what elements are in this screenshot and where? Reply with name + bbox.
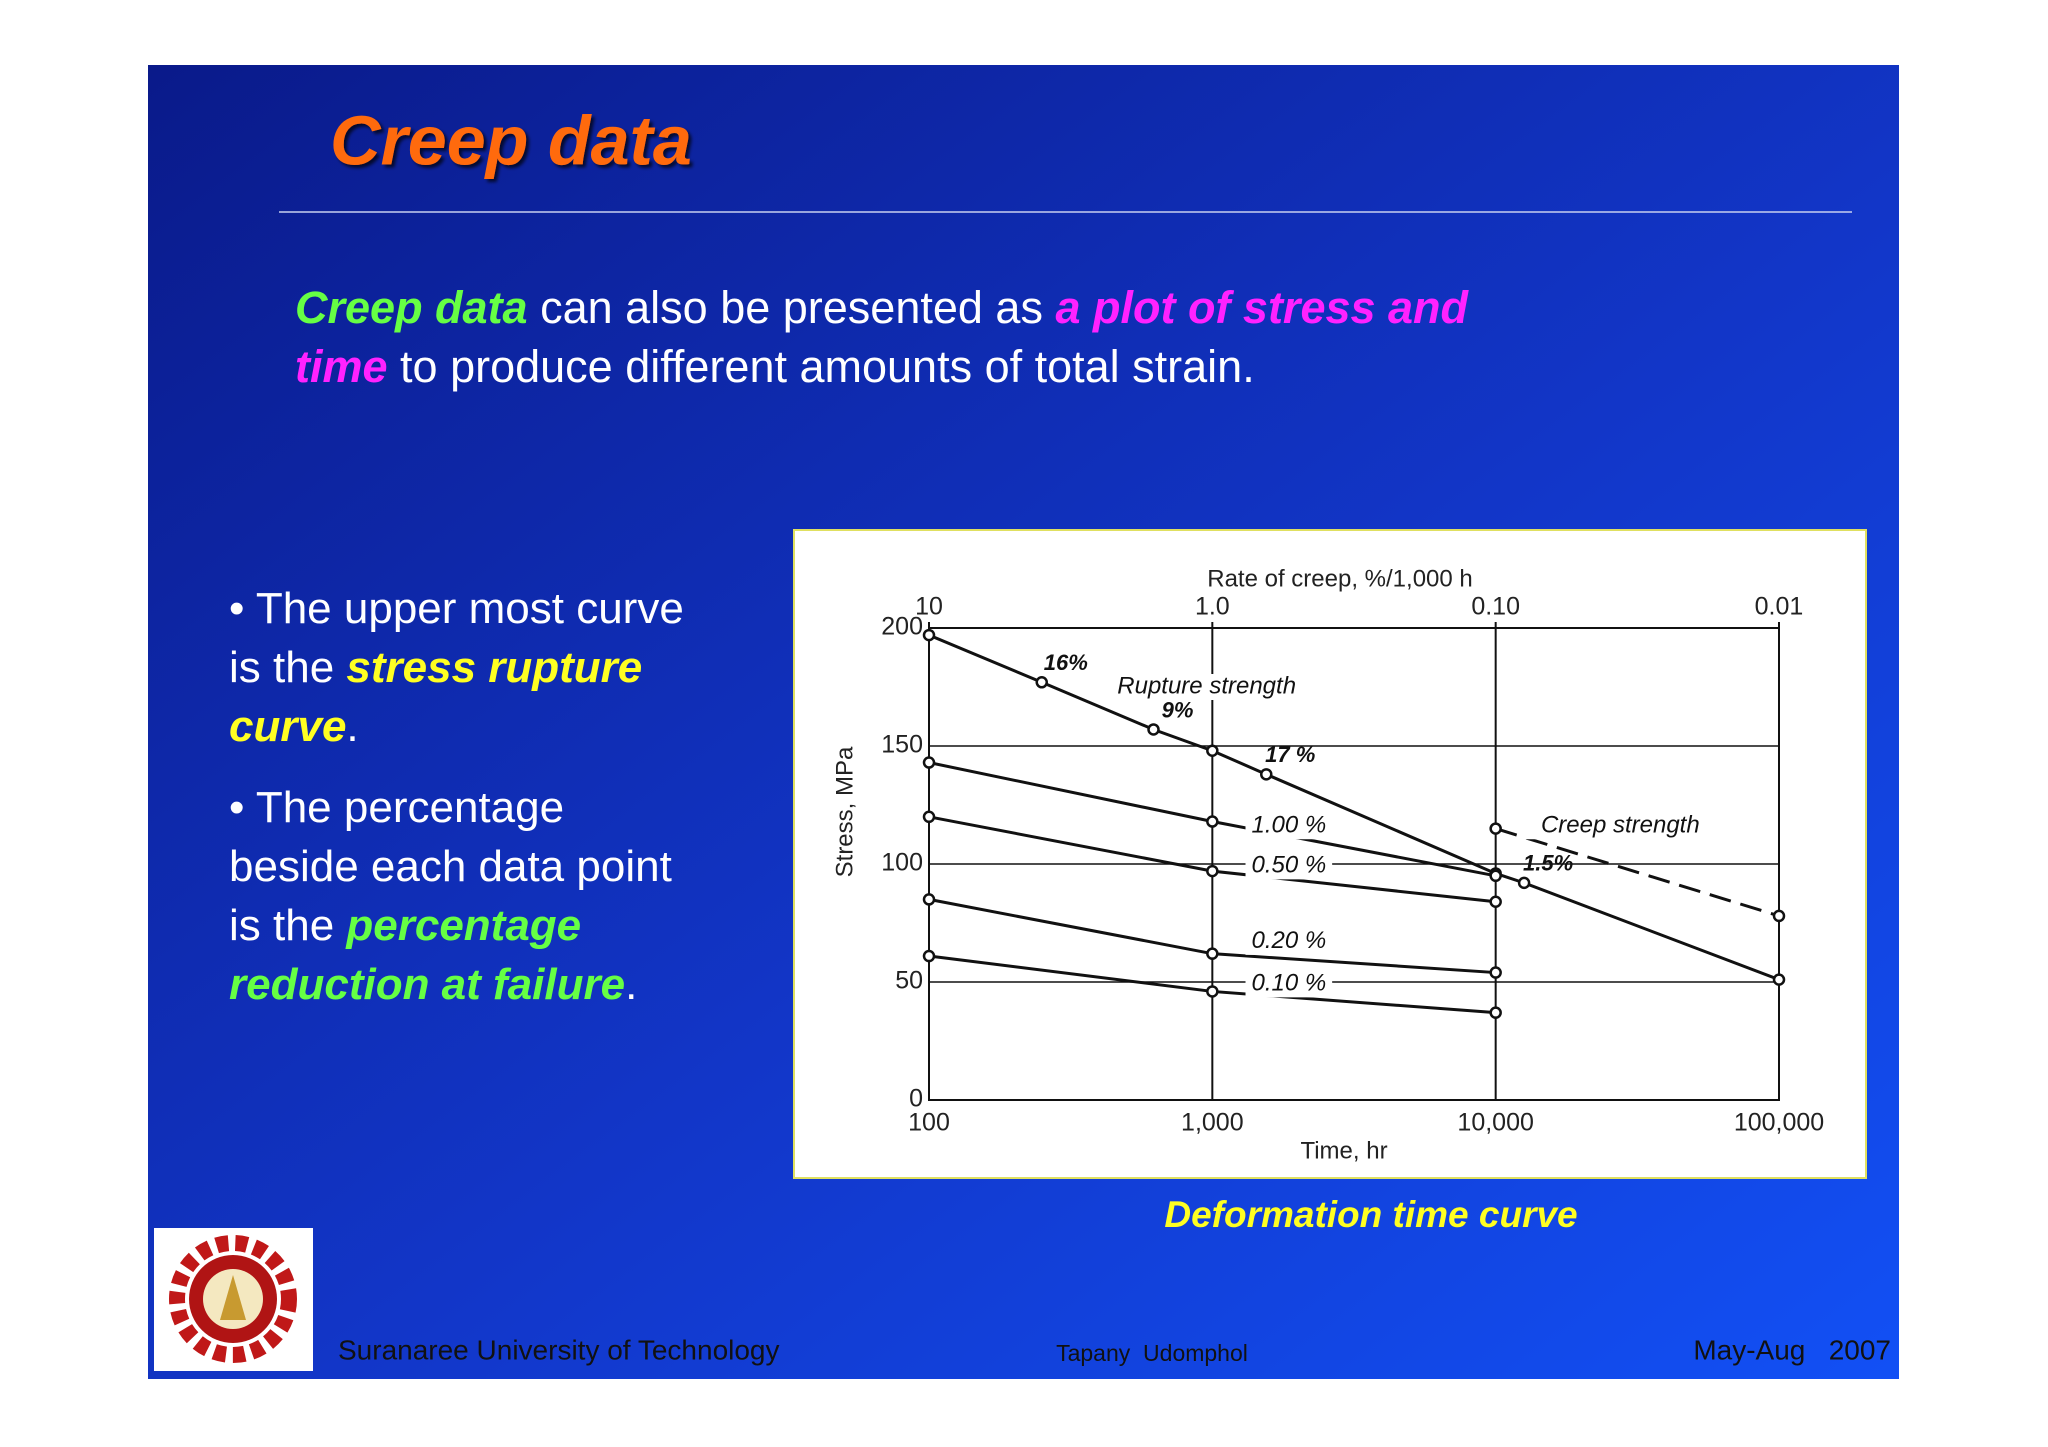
x2-axis-title: Rate of creep, %/1,000 h <box>1207 565 1473 592</box>
footer-institution: Suranaree University of Technology <box>338 1334 780 1365</box>
x-tick-label: 100,000 <box>1734 1109 1824 1137</box>
data-point <box>1489 1006 1502 1019</box>
series-label-bg <box>1523 813 1718 840</box>
x2-tick-label: 0.01 <box>1755 593 1804 621</box>
text-segment: Creep data <box>295 282 528 333</box>
text-line: is the stress rupture <box>229 643 642 692</box>
text-segment: curve <box>229 702 346 751</box>
y-tick-label: 150 <box>881 731 923 759</box>
footer-date: May-Aug 2007 <box>1693 1334 1891 1365</box>
logo-emblem <box>220 1275 246 1320</box>
text-segment: beside each data point <box>229 842 672 891</box>
text-line: Creep data can also be presented as a pl… <box>295 282 1470 333</box>
text-segment: • The upper most curve <box>229 584 684 633</box>
text-line: is the percentage <box>229 901 581 950</box>
data-point <box>1206 985 1219 998</box>
text-segment: stress rupture <box>346 643 642 692</box>
data-point <box>922 893 936 906</box>
series-line <box>1495 827 1780 918</box>
series-label-bg <box>1245 971 1333 998</box>
text-segment: time <box>295 341 388 392</box>
text-segment: a plot of stress and <box>1055 282 1469 333</box>
x-tick-label: 10,000 <box>1457 1109 1533 1137</box>
slide-title: Creep data <box>330 101 692 179</box>
text-segment: can also be presented as <box>528 282 1056 333</box>
data-point <box>1772 909 1786 923</box>
series-label-bg <box>1245 853 1333 880</box>
y-axis-title: Stress, MPa <box>831 746 858 877</box>
series-label: 0.10 % <box>1251 970 1326 997</box>
data-point <box>1035 676 1048 689</box>
logo <box>154 1228 313 1371</box>
point-label: 17 % <box>1265 742 1315 767</box>
data-point <box>1517 876 1531 890</box>
data-point <box>922 756 936 769</box>
data-point <box>1206 864 1219 878</box>
y-tick-label: 100 <box>881 849 923 877</box>
figure-caption: Deformation time curve <box>1164 1194 1577 1235</box>
text-segment: reduction at failure <box>229 960 625 1009</box>
data-point <box>1260 768 1273 781</box>
series-label-bg <box>1245 928 1333 955</box>
y-tick-label: 50 <box>895 967 923 995</box>
x2-tick-label: 10 <box>915 593 943 621</box>
y-tick-label: 0 <box>909 1085 923 1113</box>
text-segment: is the <box>229 901 346 950</box>
text-line: curve. <box>229 702 359 751</box>
data-point <box>922 949 936 963</box>
text-line: • The upper most curve <box>229 584 684 633</box>
data-point <box>1206 947 1219 960</box>
data-point <box>1489 822 1502 835</box>
footer-author: Tapany Udomphol <box>1056 1340 1248 1366</box>
text-line: beside each data point <box>229 842 672 891</box>
point-label: 16% <box>1044 650 1088 675</box>
text-segment: to produce different amounts of total st… <box>388 341 1255 392</box>
series-label: 1.00 % <box>1251 812 1326 839</box>
series-label-bg <box>1245 813 1333 840</box>
data-point <box>1489 895 1502 909</box>
text-segment: is the <box>229 643 346 692</box>
x2-tick-label: 1.0 <box>1195 593 1230 621</box>
series-label: 0.20 % <box>1251 927 1326 954</box>
y-tick-label: 200 <box>881 613 923 641</box>
data-point <box>1489 966 1502 979</box>
logo-gear-teeth <box>169 1235 297 1363</box>
text-line: time to produce different amounts of tot… <box>295 341 1255 392</box>
series-label-bg <box>1096 674 1318 700</box>
plot-border <box>928 627 1780 1101</box>
x-tick-label: 1,000 <box>1181 1109 1244 1137</box>
text-segment: . <box>625 960 637 1009</box>
series-label: 0.50 % <box>1251 852 1326 879</box>
data-point <box>1489 869 1502 883</box>
series-label: Creep strength <box>1541 812 1700 839</box>
data-point <box>1206 815 1219 828</box>
x2-tick-label: 0.10 <box>1471 593 1520 621</box>
text-segment: . <box>346 702 358 751</box>
data-point <box>1772 973 1786 986</box>
series-label: Rupture strength <box>1117 672 1296 699</box>
point-label: 1.5% <box>1523 851 1573 876</box>
x-axis-title: Time, hr <box>1300 1137 1387 1164</box>
data-point <box>1206 744 1219 757</box>
data-point <box>922 810 936 824</box>
point-label: 9% <box>1162 697 1194 722</box>
text-segment: • The percentage <box>229 783 564 832</box>
x-tick-label: 100 <box>908 1109 950 1137</box>
text-segment: percentage <box>345 901 581 950</box>
data-point <box>1147 723 1160 736</box>
text-line: • The percentage <box>229 783 564 832</box>
data-point <box>922 628 936 642</box>
text-line: reduction at failure. <box>229 960 637 1009</box>
